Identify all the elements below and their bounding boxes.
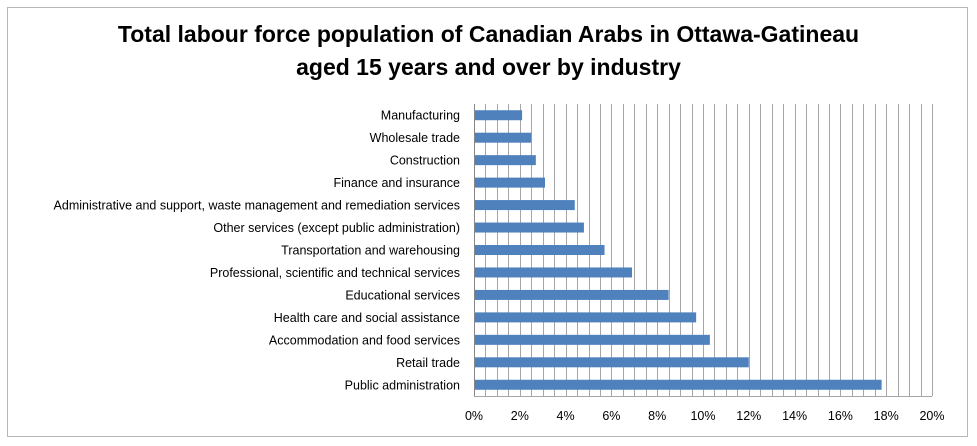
category-labels: Manufacturing Wholesale trade Construction…	[54, 109, 461, 393]
x-tick-label: 6%	[602, 409, 620, 423]
bars	[475, 110, 882, 390]
bar	[475, 132, 532, 143]
x-tick-label: 12%	[736, 409, 761, 423]
category-label: Finance and insurance	[334, 176, 461, 190]
category-label: Health care and social assistance	[274, 311, 460, 325]
bar	[475, 245, 605, 255]
bar	[475, 200, 575, 211]
x-tick-label: 20%	[919, 409, 944, 423]
bar	[475, 110, 523, 121]
bar	[475, 379, 882, 390]
bar	[475, 357, 749, 368]
bar	[475, 177, 545, 188]
category-label: Wholesale trade	[370, 131, 460, 145]
category-label: Administrative and support, waste manage…	[54, 199, 460, 213]
x-tick-label: 10%	[690, 409, 715, 423]
category-label: Public administration	[345, 378, 460, 392]
chart-title: Total labour force population of Canadia…	[0, 18, 977, 84]
x-tick-label: 16%	[828, 409, 853, 423]
bar	[475, 289, 669, 300]
chart-title-line-1: Total labour force population of Canadia…	[117, 21, 860, 47]
x-tick-label: 2%	[511, 409, 529, 423]
category-label: Professional, scientific and technical s…	[210, 266, 460, 280]
category-label: Accommodation and food services	[269, 333, 460, 347]
category-label: Construction	[390, 154, 460, 168]
x-tick-label: 18%	[874, 409, 899, 423]
category-label: Retail trade	[396, 356, 460, 370]
category-label: Transportation and warehousing	[281, 244, 460, 258]
category-label: Other services (except public administra…	[213, 221, 460, 235]
category-label: Educational services	[345, 288, 460, 302]
bar	[475, 334, 710, 345]
x-tick-labels: 0% 2% 4% 6% 8% 10% 12% 14% 16% 18% 20%	[465, 409, 945, 423]
bar	[475, 155, 536, 166]
x-tick-label: 14%	[782, 409, 807, 423]
x-tick-label: 0%	[465, 409, 483, 423]
bar	[475, 222, 584, 233]
chart-title-line-2: aged 15 years and over by industry	[296, 54, 681, 80]
bar	[475, 312, 697, 323]
x-tick-label: 4%	[557, 409, 575, 423]
category-label: Manufacturing	[381, 109, 460, 123]
bar	[475, 267, 633, 278]
x-tick-label: 8%	[648, 409, 666, 423]
